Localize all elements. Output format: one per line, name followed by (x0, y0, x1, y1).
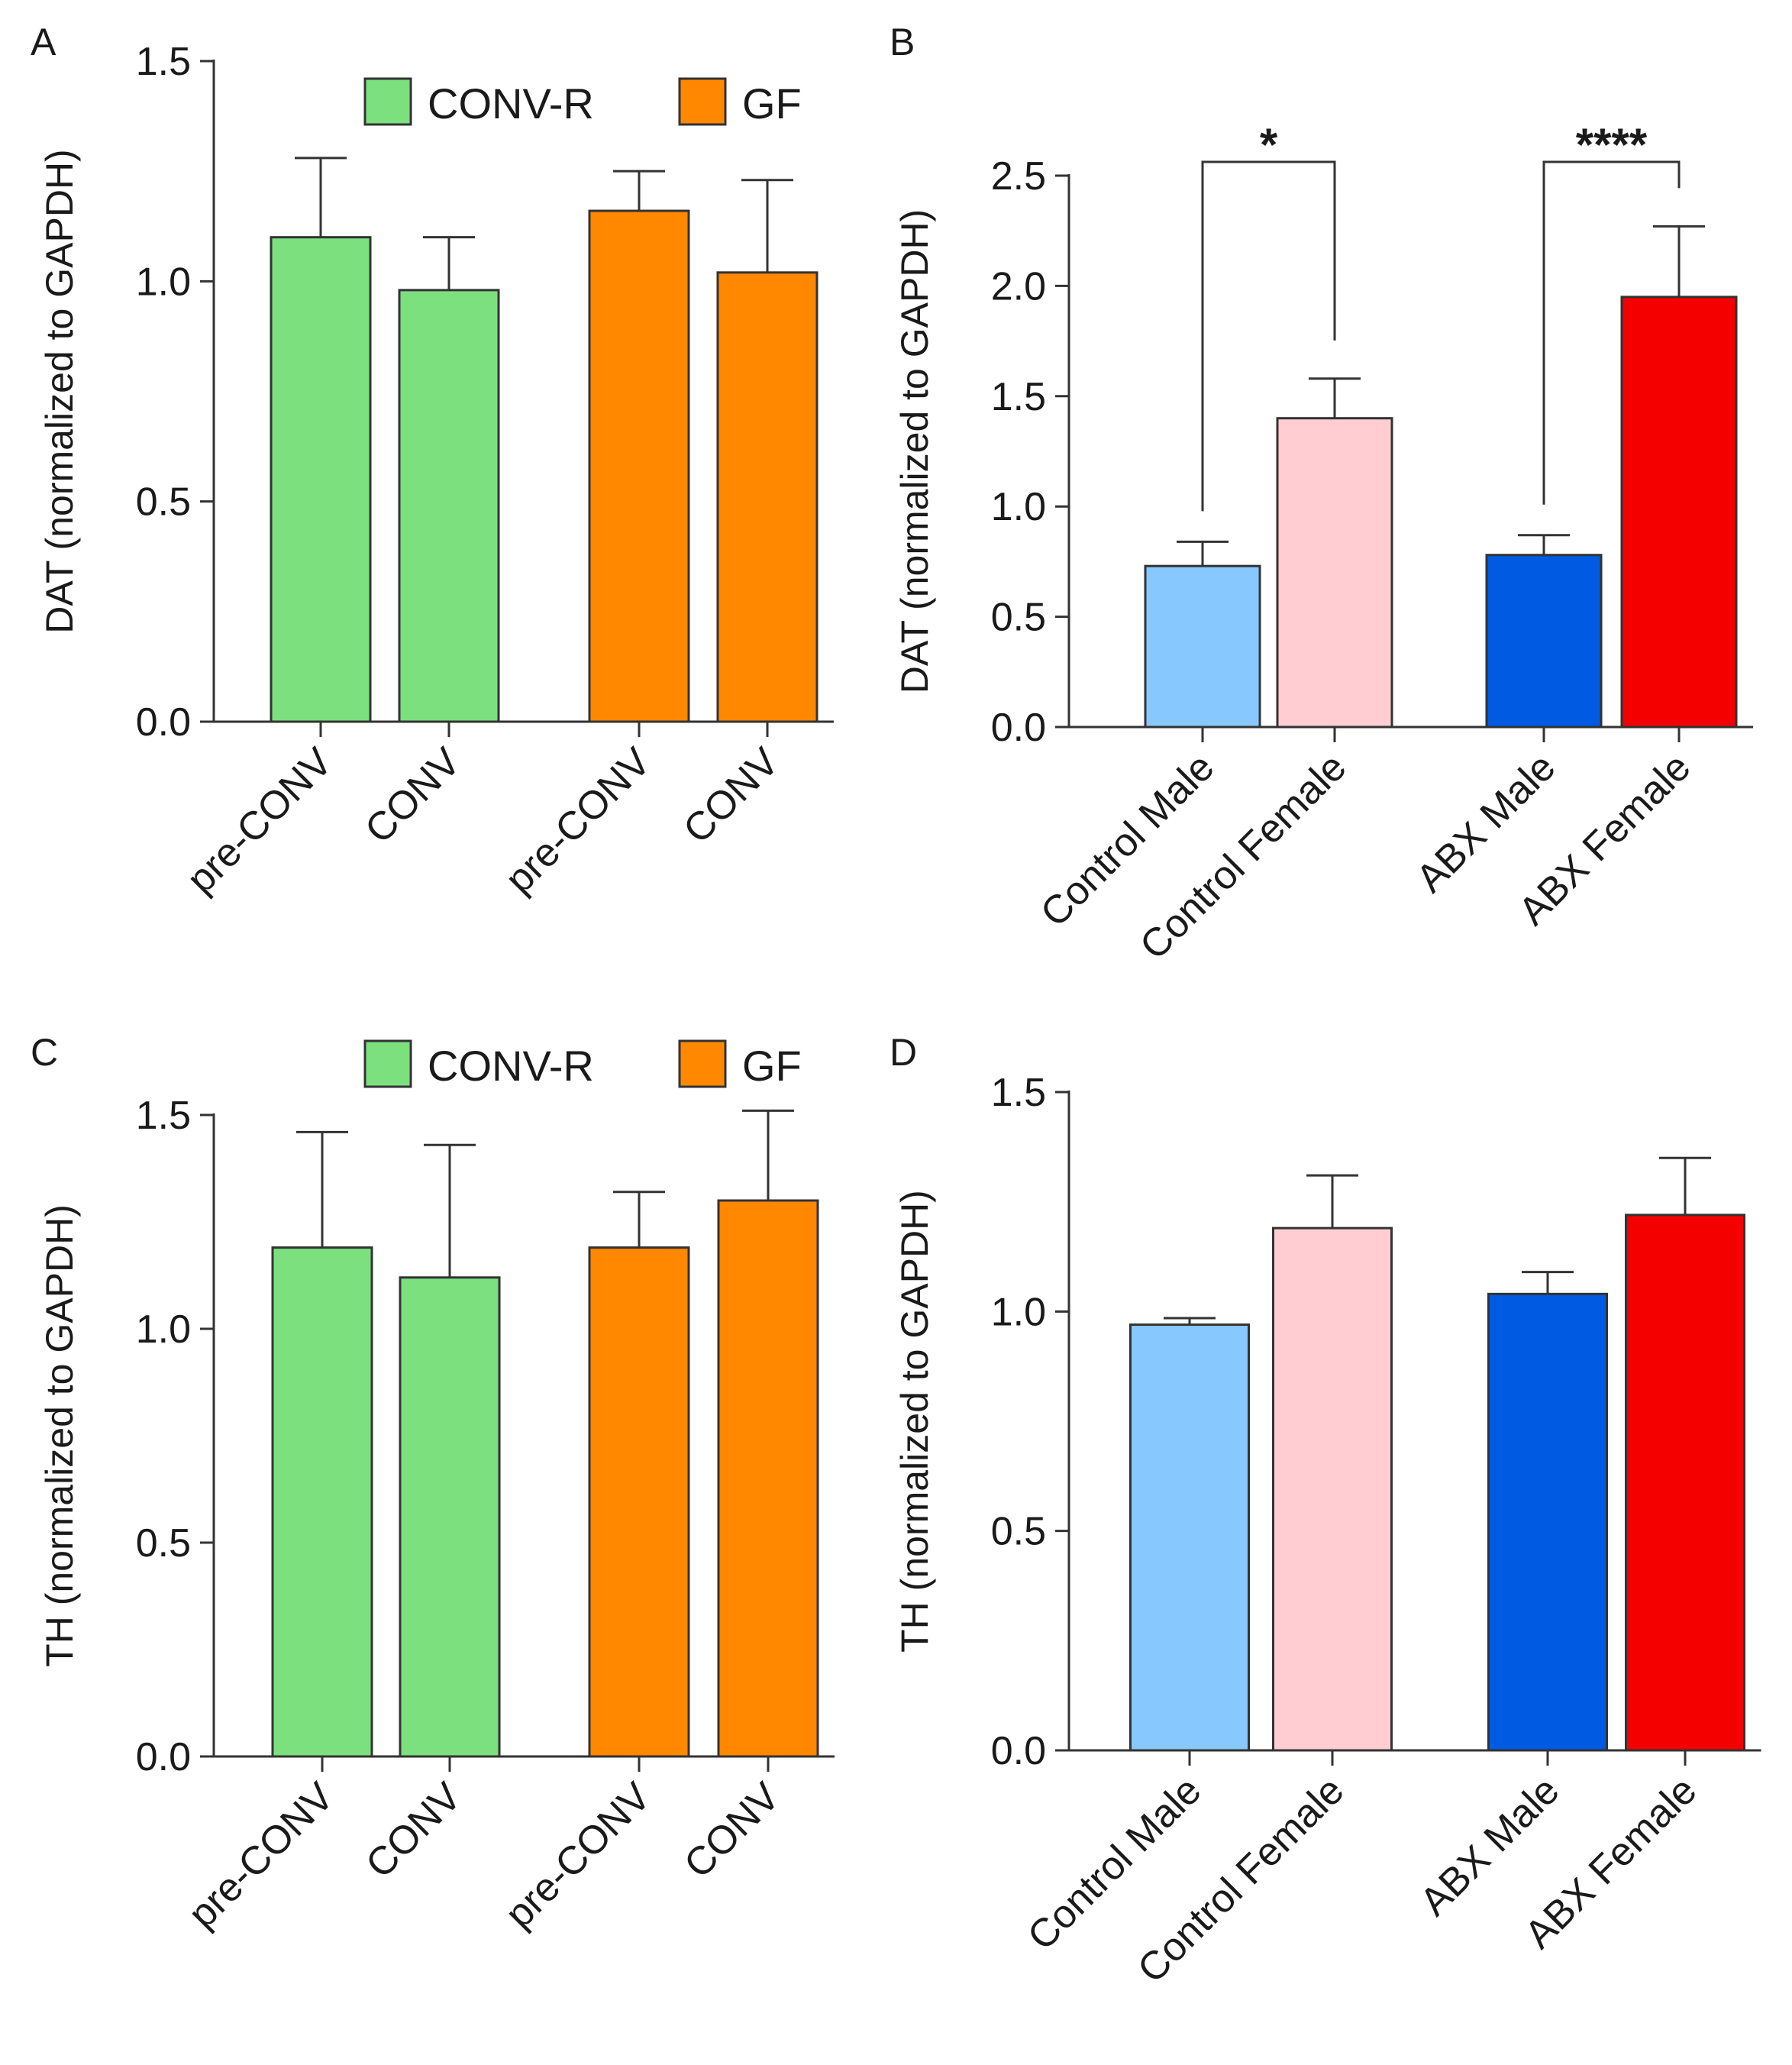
bar-1 (1144, 564, 1261, 729)
error-bar-2 (1309, 377, 1361, 418)
error-bar-1 (296, 1130, 348, 1248)
y-tick-label: 1.5 (991, 375, 1046, 419)
category-label: pre-CONV (497, 739, 660, 902)
error-bar-1 (1164, 1317, 1216, 1325)
panel-B: B 0.0 0.5 1.0 1.5 2.0 2.5 DAT (normalized to GA… (890, 21, 1753, 968)
legend-label: GF (742, 79, 802, 128)
error-bar-2 (423, 236, 475, 290)
bar-4 (1625, 1213, 1745, 1752)
y-tick-label: 1.5 (136, 40, 191, 84)
legend-label: CONV-R (428, 1042, 594, 1090)
significance-bracket-1: * (1201, 119, 1336, 512)
significance-label: **** (1576, 119, 1648, 170)
bar-3 (1485, 554, 1603, 729)
bar-3 (588, 209, 690, 723)
significance-bracket-2: **** (1542, 119, 1681, 505)
y-tick-label: 2.5 (991, 154, 1046, 199)
y-tick-label: 1.0 (991, 1290, 1046, 1334)
panel-letter-B: B (890, 21, 915, 63)
bar-3 (588, 1246, 690, 1758)
error-bar-4 (1653, 225, 1705, 297)
y-tick-label: 1.0 (991, 485, 1046, 529)
bar-2 (1272, 1226, 1393, 1752)
bar-1 (271, 1246, 373, 1758)
panel-letter-C: C (31, 1031, 58, 1074)
panel-letter-D: D (890, 1031, 917, 1074)
legend-label: CONV-R (428, 79, 594, 128)
y-tick-label: 1.5 (136, 1094, 191, 1138)
error-bar-1 (1177, 540, 1229, 567)
significance-label: * (1260, 119, 1278, 170)
bar-2 (399, 1276, 501, 1758)
panel-D: D0.00.51.01.5TH (normalized to GAPDH)Con… (890, 1031, 1761, 1992)
y-tick-label: 0.0 (136, 700, 191, 745)
error-bar-1 (295, 157, 347, 238)
legend-swatch-2 (678, 1039, 727, 1088)
category-label: pre-CONV (180, 1774, 343, 1937)
y-tick-label: 0.5 (136, 480, 191, 525)
y-axis-title: DAT (normalized to GAPDH) (38, 149, 81, 633)
y-tick-label: 1.5 (991, 1071, 1046, 1115)
legend-swatch-1 (363, 77, 412, 126)
bar-4 (717, 1199, 819, 1758)
legend-label: GF (742, 1042, 802, 1090)
error-bar-4 (742, 1109, 794, 1201)
category-label: CONV (676, 1774, 788, 1886)
category-label: pre-CONV (497, 1774, 660, 1937)
legend: CONV-R GF (363, 77, 802, 128)
bar-4 (716, 271, 819, 723)
panel-A: A 0.0 0.5 1.0 1.5 DAT (normalized to GAPDH) pr… (31, 21, 834, 902)
error-bar-3 (613, 1191, 665, 1248)
y-tick-label: 0.5 (136, 1521, 191, 1566)
error-bar-4 (741, 179, 793, 273)
panel-letter-A: A (31, 21, 57, 63)
error-bar-2 (1306, 1174, 1358, 1229)
y-tick-label: 2.0 (991, 264, 1046, 309)
category-label: CONV (357, 1774, 470, 1886)
y-axis-title: TH (normalized to GAPDH) (38, 1204, 81, 1667)
panel-C: C 0.0 0.5 1.0 1.5 TH (normalized to GAPDH) pre… (31, 1031, 835, 1937)
error-bar-3 (1522, 1271, 1574, 1294)
bar-3 (1487, 1292, 1608, 1752)
category-label: CONV (357, 739, 469, 852)
category-label: CONV (675, 739, 787, 852)
y-tick-label: 0.5 (991, 596, 1046, 640)
bar-2 (1276, 417, 1393, 729)
error-bar-3 (1518, 534, 1570, 555)
bar-1 (270, 236, 372, 723)
legend-swatch-2 (678, 77, 727, 126)
legend-swatch-1 (363, 1039, 412, 1088)
y-axis-title: TH (normalized to GAPDH) (893, 1190, 936, 1653)
error-bar-2 (424, 1143, 476, 1278)
bar-1 (1129, 1323, 1250, 1752)
error-bar-4 (1659, 1156, 1711, 1215)
y-tick-label: 1.0 (136, 1307, 191, 1352)
y-tick-label: 0.0 (991, 1729, 1046, 1773)
y-tick-label: 0.0 (991, 706, 1046, 750)
category-label: pre-CONV (179, 739, 341, 902)
y-axis-title: DAT (normalized to GAPDH) (893, 209, 936, 693)
bar-2 (398, 289, 500, 723)
y-tick-label: 1.0 (136, 260, 191, 304)
y-tick-label: 0.5 (991, 1510, 1046, 1554)
error-bar-3 (613, 170, 665, 212)
bar-4 (1620, 296, 1738, 729)
legend: CONV-R GF (363, 1039, 802, 1090)
y-tick-label: 0.0 (136, 1735, 191, 1779)
